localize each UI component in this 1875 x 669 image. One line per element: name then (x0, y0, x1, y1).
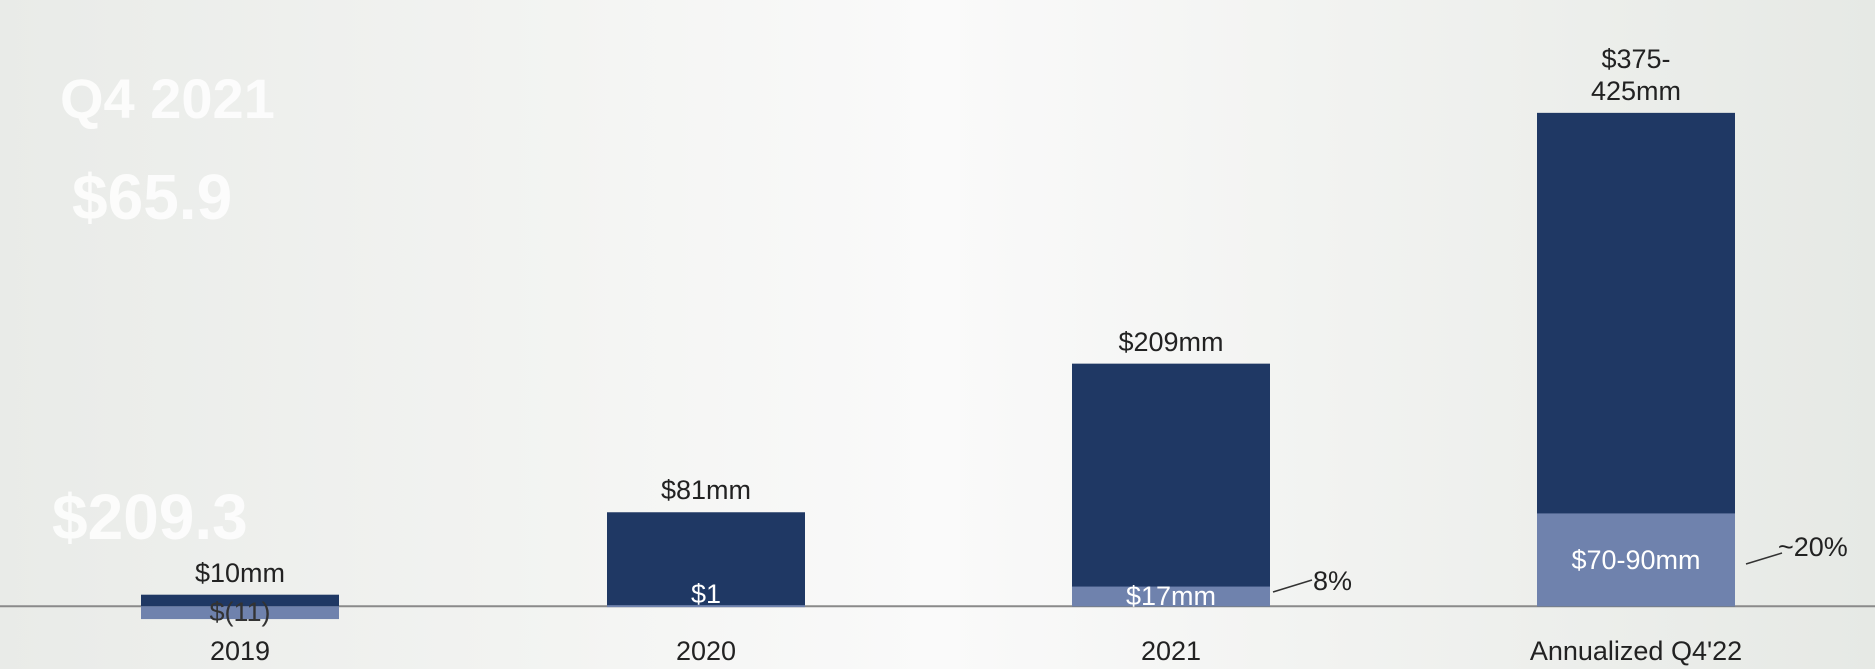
background-text: $65.9 (72, 161, 233, 233)
value-label: $1 (690, 578, 722, 609)
x-tick-label: 2021 (1140, 636, 1202, 666)
bar (1072, 586, 1270, 607)
leader-line (1272, 579, 1313, 593)
x-tick-label: 2020 (675, 636, 737, 666)
value-label: $375-425mm (1590, 43, 1682, 106)
x-tick-label: 2019 (209, 636, 271, 666)
bar (607, 512, 805, 607)
value-label: $81mm (660, 475, 752, 506)
x-tick-label: Annualized Q4'22 (1529, 636, 1743, 666)
background-text: Q4 2021 (60, 67, 275, 130)
leader-line (1745, 552, 1783, 565)
background-text: $209.3 (52, 481, 248, 553)
bar (607, 605, 805, 608)
bar (1537, 513, 1735, 607)
value-label: $(11) (209, 597, 271, 628)
annotation: ~20% (1778, 532, 1848, 562)
value-label: $209mm (1118, 326, 1224, 357)
bar (141, 594, 339, 607)
value-label: $10mm (194, 557, 286, 588)
value-label: $17mm (1125, 581, 1217, 612)
bar (1072, 363, 1270, 607)
annotation: 8% (1313, 566, 1353, 596)
value-label: $70-90mm (1571, 544, 1701, 575)
bar (141, 606, 339, 620)
